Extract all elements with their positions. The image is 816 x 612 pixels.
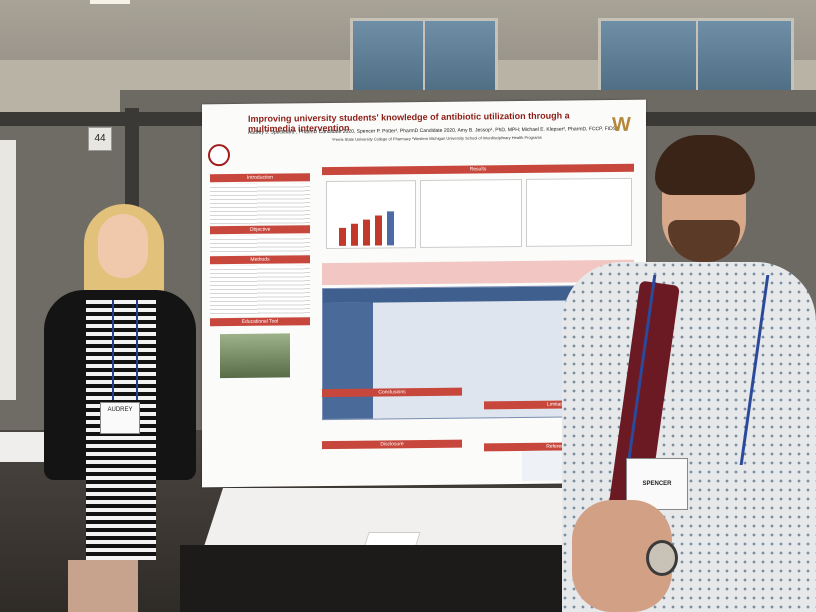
section-disclosure: Disclosure [322, 439, 462, 450]
neighbor-poster [0, 140, 16, 400]
results-line-chart [420, 178, 522, 249]
presenter-left-lanyard [112, 300, 138, 400]
university-seal [208, 144, 230, 167]
bar [375, 215, 382, 246]
presenter-right-shirt [562, 262, 816, 612]
name-badge-left: AUDREY [100, 402, 140, 434]
section-results: Results [322, 163, 634, 176]
table-row-labels [323, 302, 373, 420]
introduction-text [210, 183, 310, 225]
bar [363, 219, 370, 246]
section-methods: Methods [210, 255, 310, 265]
wmu-logo: W [612, 113, 631, 137]
window [598, 18, 794, 104]
section-educational-tool: Educational Tool [210, 317, 310, 327]
bar [339, 227, 346, 246]
booth-number-sign: 44 [88, 127, 112, 151]
ceiling-light [90, 0, 130, 4]
bar [387, 211, 394, 246]
presenter-left-face [98, 214, 148, 278]
table-cloth [180, 545, 600, 612]
results-bar-chart [326, 180, 416, 250]
wristwatch [646, 540, 678, 576]
results-line-chart [526, 177, 632, 247]
objective-text [210, 235, 310, 255]
section-objective: Objective [210, 225, 310, 235]
presenter-right-hair [655, 135, 755, 195]
section-conclusions: Conclusions [322, 387, 462, 398]
poster-affiliation: ¹Ferris State University College of Phar… [332, 134, 542, 142]
educational-tool-photo [220, 333, 290, 379]
presenter-left-legs [68, 560, 138, 612]
section-introduction: Introduction [210, 173, 310, 183]
methods-text [210, 265, 310, 317]
bar [351, 223, 358, 246]
